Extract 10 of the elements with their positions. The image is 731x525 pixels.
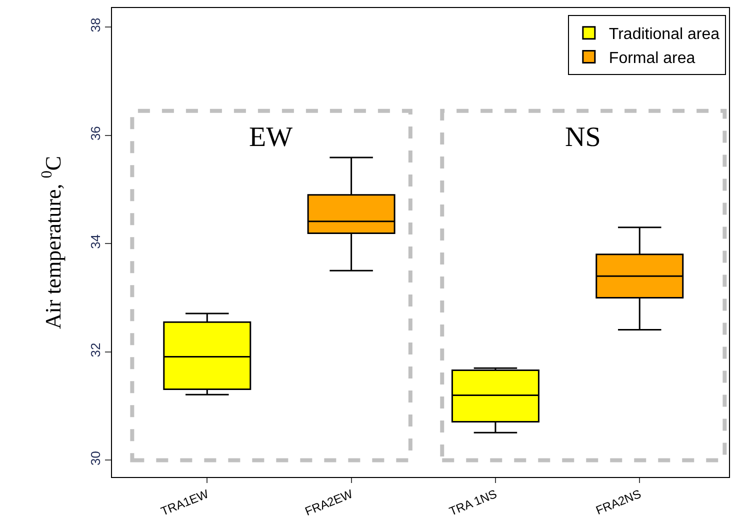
legend-label: Formal area <box>608 50 696 67</box>
x-tick-label: TRA 1NS <box>447 486 499 518</box>
y-tick-label: 36 <box>88 126 103 141</box>
y-tick-label: 30 <box>88 451 103 466</box>
legend-label: Traditional area <box>608 26 720 44</box>
y-tick-label: 38 <box>88 18 103 32</box>
annotation: EW <box>249 122 294 153</box>
y-tick-label: 34 <box>88 234 103 249</box>
annotation: NS <box>565 122 601 153</box>
y-tick-label: 32 <box>88 342 103 358</box>
